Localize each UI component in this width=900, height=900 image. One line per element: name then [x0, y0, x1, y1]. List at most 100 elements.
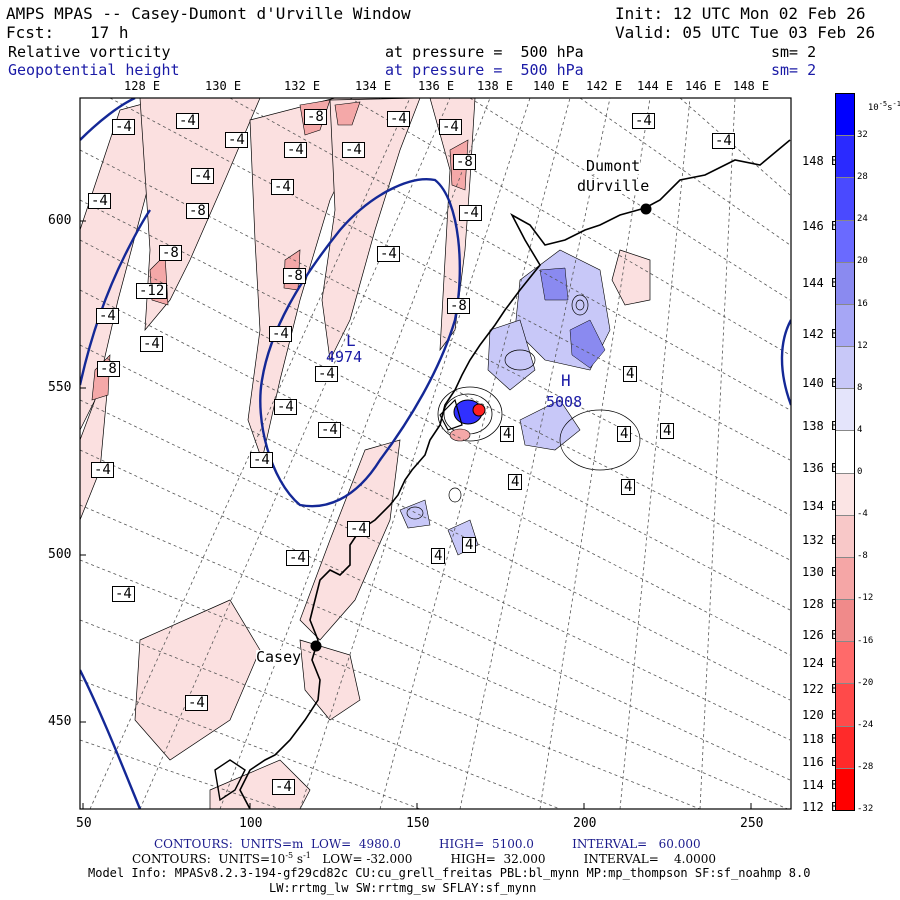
contour-label: -4: [96, 308, 119, 324]
low-center-value: 4974: [326, 348, 363, 366]
vorticity-dipole: [437, 386, 503, 442]
height-contour-nw: [80, 98, 136, 141]
vorticity-core: [334, 101, 361, 126]
colorbar-units: 10-5s-1: [867, 100, 900, 113]
colorbar-cell: [836, 726, 854, 769]
contour-label: -4: [459, 205, 482, 221]
x-axis-label: 250: [740, 816, 764, 831]
colorbar-tick-label: 8: [857, 382, 863, 393]
contour-label: -4: [274, 399, 297, 415]
top-lon-label: 144 E: [637, 79, 674, 93]
contour-label: -4: [271, 179, 294, 195]
colorbar-tick-label: -20: [857, 677, 874, 688]
vorticity-band: [134, 599, 261, 761]
plot-title: AMPS MPAS -- Casey-Dumont d'Urville Wind…: [6, 4, 411, 23]
colorbar-cell: [836, 600, 854, 643]
right-lon-label: 136 E: [802, 461, 839, 475]
contour-label: 4: [462, 537, 477, 553]
right-lon-label: 144 E: [802, 276, 839, 290]
top-lon-label: 148 E: [733, 79, 770, 93]
vorticity-band: [611, 249, 651, 306]
vorticity-band: [209, 759, 311, 809]
casey-station-marker: [310, 640, 322, 652]
y-axis-label: 450: [48, 714, 72, 729]
contour-label: -4: [286, 550, 309, 566]
vorticity-band: [299, 439, 401, 641]
contour-label: -4: [347, 521, 370, 537]
contour-label: -8: [447, 298, 470, 314]
right-lon-label: 130 E: [802, 565, 839, 579]
dumont-label-line1: Dumont: [586, 157, 641, 175]
right-lon-label: 126 E: [802, 628, 839, 642]
colorbar-tick-label: 32: [857, 130, 868, 141]
top-lon-label: 134 E: [355, 79, 392, 93]
dumont-station-marker: [640, 203, 652, 215]
contour-label: -4: [318, 422, 341, 438]
top-lon-label: 146 E: [685, 79, 722, 93]
colorbar-tick-label: -8: [857, 551, 868, 562]
colorbar-cell: [836, 473, 854, 516]
geopotential-height-contours: [80, 98, 791, 809]
dumont-label-line2: dUrville: [577, 177, 650, 195]
colorbar: [835, 93, 855, 811]
right-lon-label: 112 E: [802, 800, 839, 814]
positive-region: [399, 499, 431, 529]
colorbar-cell: [836, 431, 854, 474]
positive-region: [487, 319, 536, 391]
right-lon-label: 120 E: [802, 708, 839, 722]
colorbar-cell: [836, 515, 854, 558]
contour-label: -4: [112, 119, 135, 135]
field1-name: Relative vorticity: [8, 43, 171, 61]
x-axis-label: 100: [239, 816, 263, 831]
contour-label: -8: [453, 154, 476, 170]
casey-label: Casey: [256, 648, 302, 666]
axis-ticks: [80, 220, 752, 809]
contour-label: -4: [191, 168, 214, 184]
right-lon-label: 140 E: [802, 376, 839, 390]
colorbar-tick-label: -32: [857, 804, 874, 814]
height-contour-sw: [80, 669, 142, 809]
right-lon-label: 134 E: [802, 499, 839, 513]
contour-label: 4: [623, 366, 638, 382]
right-lon-label: 118 E: [802, 732, 839, 746]
colorbar-tick-label: -24: [857, 719, 874, 730]
contour-label: -12: [136, 283, 168, 299]
model-info: Model Info: MPASv8.2.3-194-gf29cd82c CU:…: [88, 866, 811, 880]
model-info-2: LW:rrtmg_lw SW:rrtmg_sw SFLAY:sf_mynn: [269, 881, 537, 895]
colorbar-cell: [836, 684, 854, 727]
top-lon-label: 132 E: [284, 79, 321, 93]
y-axis-label: 550: [48, 380, 72, 395]
right-lon-label: 146 E: [802, 219, 839, 233]
vorticity-shading-strong: [91, 99, 469, 401]
height-contour-info: CONTOURS: UNITS=m LOW= 4980.0 HIGH= 5100…: [154, 837, 701, 851]
colorbar-cell: [836, 557, 854, 601]
right-lon-label: 124 E: [802, 656, 839, 670]
forecast-label: Fcst:: [6, 23, 55, 42]
contour-label: 4: [500, 426, 515, 442]
height-contour-east: [780, 319, 791, 406]
contour-label: 4: [621, 479, 636, 495]
contour-label: 4: [431, 548, 446, 564]
contour-label: -4: [176, 113, 199, 129]
colorbar-tick-label: -12: [857, 593, 874, 604]
right-lon-label: 132 E: [802, 533, 839, 547]
colorbar-tick-label: 12: [857, 340, 868, 351]
contour-label: -4: [342, 142, 365, 158]
coastline-west: [214, 759, 246, 802]
contour-label: -4: [269, 326, 292, 342]
contour-label: -4: [225, 132, 248, 148]
contour-label: -8: [186, 203, 209, 219]
high-center-value: 5008: [546, 393, 583, 411]
vorticity-band: [299, 639, 361, 721]
y-axis-label: 600: [48, 213, 72, 228]
contour-label: -4: [377, 246, 400, 262]
top-lon-label: 130 E: [205, 79, 242, 93]
field1-level: at pressure = 500 hPa: [385, 43, 584, 61]
right-lon-label: 148 E: [802, 154, 839, 168]
contour-label: -4: [88, 193, 111, 209]
contour-label: -8: [159, 245, 182, 261]
colorbar-cell: [836, 304, 854, 348]
top-lon-label: 142 E: [586, 79, 623, 93]
colorbar-cell: [836, 642, 854, 685]
